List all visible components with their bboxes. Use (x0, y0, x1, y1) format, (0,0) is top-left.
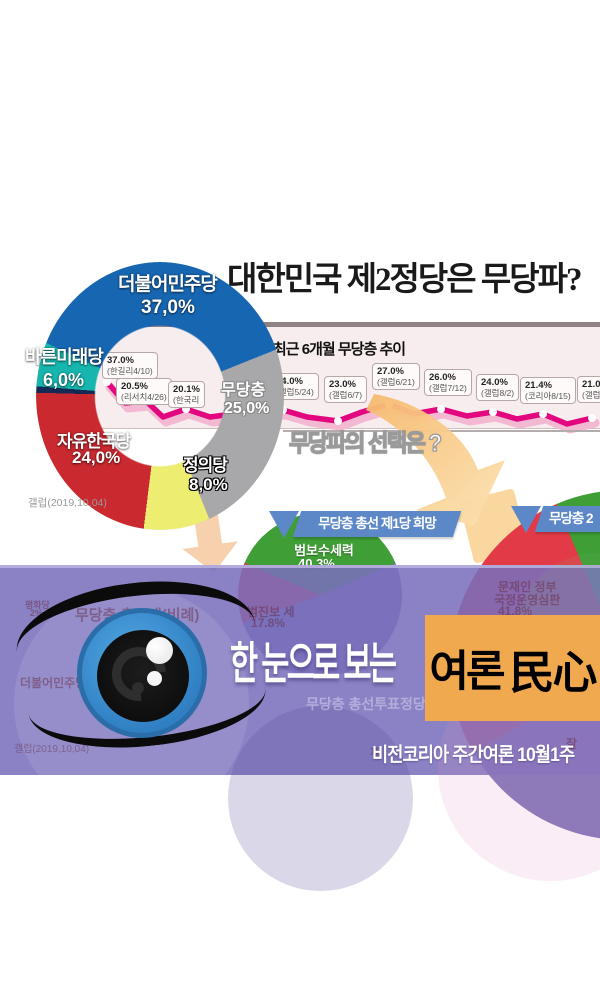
trend-point-label: 23.0% (갤럽6/7) (324, 376, 368, 403)
ghost-text: 무당층 총선투표정당 (306, 696, 426, 712)
trend-point-label: 24.0% (갤럽8/2) (476, 374, 520, 401)
eye-highlight-icon (147, 671, 162, 686)
ghost-text: 더불어민주당 (20, 676, 87, 690)
banner-word-minsim: 民心 (509, 647, 598, 698)
banner-word-yeoron: 여론 (429, 648, 505, 696)
ghost-text: 범진보 세 (247, 605, 295, 619)
donut-label-bareun: 바른미래당 (25, 347, 104, 367)
banner-tagline: 한 눈으로 보는 (230, 639, 397, 690)
trend-point-label: 21.0% (갤럽 (577, 376, 600, 403)
donut-source-caption: 갤럽(2019,10,04) (28, 497, 107, 509)
donut-label-mudang: 무당층 (221, 382, 266, 399)
pie-slice-label: 범보수세력 (294, 543, 354, 558)
donut-label-jungui: 정의당 (183, 456, 228, 475)
ghost-text: 갤럽(2019,10,04) (14, 744, 90, 755)
trend-point-label: 26.0% (갤럽7/12) (424, 369, 472, 396)
ribbon-right: 무당층 2 (534, 506, 600, 532)
banner-subtitle: 비전코리아 주간여론 10월1주 (372, 744, 575, 766)
branding-banner: 평화당 2% 무당층 총 대(비례) 범진보 세 17.8% 문재인 정부 국정… (0, 553, 600, 891)
ghost-text: 문재인 정부 (498, 580, 557, 594)
eye-pupil-icon (97, 630, 189, 722)
ghost-text: 2% (30, 608, 44, 618)
ghost-text: 평화당 (25, 600, 50, 610)
pupil-swirl-icon (132, 682, 144, 694)
party-support-donut-chart (36, 262, 284, 530)
ribbon-left: 무당층 총선 제1당 희망 (292, 511, 462, 537)
ghost-text: 잘 (566, 737, 578, 751)
donut-label-minju: 더불어민주당 (118, 274, 218, 295)
ghost-text: 국정운영심판 (494, 593, 561, 607)
donut-value-jungui: 8,0% (189, 475, 228, 494)
ghost-pie-shape (228, 706, 413, 891)
donut-label-hanguk: 자유한국당 (57, 432, 131, 451)
donut-value-hanguk: 24,0% (72, 448, 121, 467)
donut-value-mudang: 25,0% (224, 400, 270, 417)
trend-point-label: 21.4% (코리아8/15) (520, 377, 576, 404)
donut-value-minju: 37,0% (141, 297, 195, 318)
donut-value-bareun: 6,0% (43, 370, 85, 390)
trend-chart-title: 최근 6개월 무당층 추이 (273, 341, 406, 358)
ghost-text: 자 (370, 748, 380, 759)
ghost-text: 17.8% (251, 616, 286, 630)
trend-point-label: 27.0% (갤럽6/21) (372, 363, 420, 390)
ghost-text: 41.8% (498, 604, 533, 618)
section-question: 무당파의 선택은 ? (288, 429, 442, 457)
page-title: 대한민국 제2정당은 무당파? (227, 262, 582, 298)
big-down-arrow-icon (366, 394, 505, 526)
banner-word-box: 여론 民心 (425, 615, 600, 721)
eye-highlight-icon (146, 637, 173, 664)
